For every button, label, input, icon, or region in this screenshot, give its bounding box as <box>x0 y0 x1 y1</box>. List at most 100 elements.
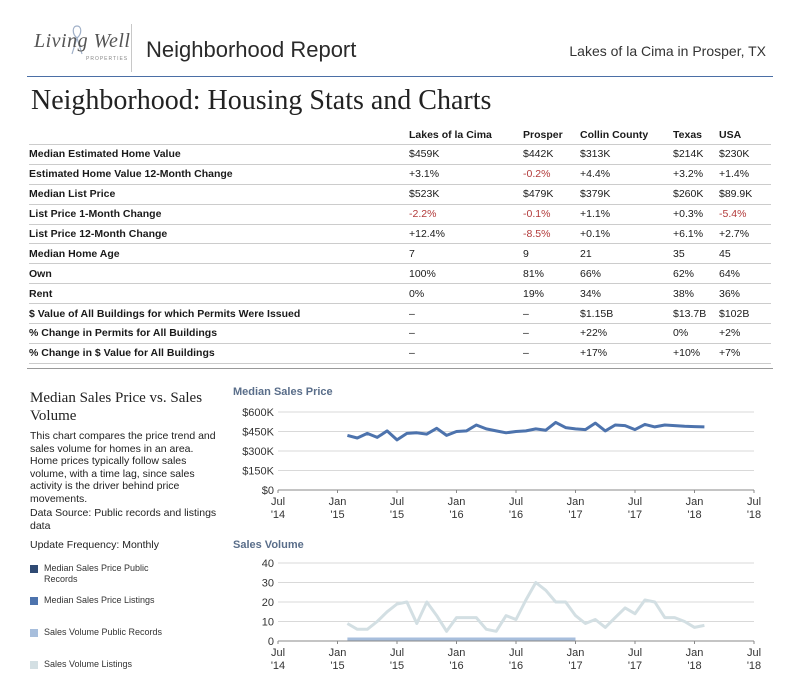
x-tick-label: '17 <box>628 509 642 521</box>
table-cell: -0.2% <box>523 163 580 185</box>
legend-item: Sales Volume Public Records <box>30 627 220 656</box>
row-label: $ Value of All Buildings for which Permi… <box>29 303 409 324</box>
table-cell: +0.1% <box>580 223 673 244</box>
column-header: USA <box>719 129 742 141</box>
table-cell: -0.1% <box>523 203 580 225</box>
section-title: Neighborhood: Housing Stats and Charts <box>31 85 492 116</box>
table-cell: 62% <box>673 263 719 284</box>
legend-label: Median Sales Price Listings <box>44 595 155 605</box>
row-label: List Price 12-Month Change <box>29 223 409 244</box>
table-cell: 66% <box>580 263 673 284</box>
table-row: Own 100% 81% 66% 62% 64% <box>29 263 771 284</box>
y-tick-label: $0 <box>262 485 274 497</box>
table-row: $ Value of All Buildings for which Permi… <box>29 303 771 324</box>
x-tick-label: Jul <box>747 647 761 659</box>
column-header: Prosper <box>523 129 563 141</box>
table-cell: +4.4% <box>580 163 673 185</box>
x-tick-label: Jan <box>448 647 466 659</box>
table-cell: 81% <box>523 263 580 284</box>
x-tick-label: Jan <box>567 647 585 659</box>
legend-swatch <box>30 661 38 669</box>
logo-text: Living Well <box>34 30 131 52</box>
table-cell: +7% <box>719 342 771 364</box>
x-tick-label: Jan <box>329 647 347 659</box>
x-tick-label: Jan <box>686 496 704 508</box>
row-label: Median Estimated Home Value <box>29 144 409 165</box>
x-tick-label: '14 <box>271 660 285 672</box>
x-tick-label: Jul <box>509 647 523 659</box>
row-label: Median List Price <box>29 183 409 205</box>
x-tick-label: '17 <box>628 660 642 672</box>
row-label: Estimated Home Value 12-Month Change <box>29 163 409 185</box>
table-cell: -8.5% <box>523 223 580 244</box>
x-tick-label: '15 <box>330 509 344 521</box>
y-tick-label: $600K <box>242 407 274 419</box>
row-label: Median Home Age <box>29 243 409 264</box>
legend-swatch <box>30 565 38 573</box>
legend-label: Sales Volume Public Records <box>44 627 163 637</box>
row-label: List Price 1-Month Change <box>29 203 409 225</box>
price-chart-title: Median Sales Price <box>233 386 333 398</box>
table-cell: $459K <box>409 144 523 165</box>
row-label: Rent <box>29 283 409 304</box>
table-cell: $479K <box>523 183 580 205</box>
x-tick-label: Jul <box>271 647 285 659</box>
x-tick-label: Jul <box>390 647 404 659</box>
y-tick-label: $450K <box>242 427 274 439</box>
x-tick-label: '15 <box>330 660 344 672</box>
legend-item: Median Sales Price Public Records <box>30 563 220 592</box>
report-header: Living Well PROPERTIES Neighborhood Repo… <box>0 0 800 76</box>
chart-heading: Median Sales Price vs. Sales Volume <box>30 390 203 424</box>
x-tick-label: '18 <box>747 660 761 672</box>
table-cell: +3.2% <box>673 163 719 185</box>
table-cell: 34% <box>580 283 673 304</box>
row-label: % Change in $ Value for All Buildings <box>29 342 409 364</box>
table-row: Median Home Age 7 9 21 35 45 <box>29 243 771 264</box>
table-cell: 38% <box>673 283 719 304</box>
y-tick-label: 30 <box>262 578 274 590</box>
x-tick-label: '16 <box>509 660 523 672</box>
table-row: Median Estimated Home Value $459K $442K $31… <box>29 144 771 165</box>
table-row: List Price 12-Month Change +12.4% -8.5% +0.… <box>29 223 771 244</box>
table-cell: +10% <box>673 342 719 364</box>
legend-label: Median Sales Price Public Records <box>44 563 149 584</box>
table-cell: +0.3% <box>673 203 719 225</box>
x-tick-label: '18 <box>687 660 701 672</box>
table-cell: +3.1% <box>409 163 523 185</box>
table-cell: 35 <box>673 243 719 264</box>
table-cell: 19% <box>523 283 580 304</box>
x-tick-label: '15 <box>390 660 404 672</box>
x-tick-label: Jul <box>271 496 285 508</box>
x-tick-label: '16 <box>449 660 463 672</box>
y-tick-label: 0 <box>268 636 274 648</box>
table-cell: -5.4% <box>719 203 771 225</box>
table-cell: 9 <box>523 243 580 264</box>
table-cell: $313K <box>580 144 673 165</box>
table-cell: $523K <box>409 183 523 205</box>
x-tick-label: '17 <box>568 660 582 672</box>
y-tick-label: 20 <box>262 597 274 609</box>
table-cell: $13.7B <box>673 303 719 324</box>
table-cell: +22% <box>580 323 673 344</box>
x-tick-label: '17 <box>568 509 582 521</box>
y-tick-label: $150K <box>242 466 274 478</box>
x-tick-label: Jul <box>628 647 642 659</box>
x-tick-label: Jan <box>329 496 347 508</box>
housing-stats-table: Lakes of la Cima Prosper Collin County T… <box>29 126 771 364</box>
legend-item: Median Sales Price Listings <box>30 595 220 624</box>
row-label: Own <box>29 263 409 284</box>
series-line <box>346 581 705 633</box>
table-cell: $89.9K <box>719 183 771 205</box>
column-header: Lakes of la Cima <box>409 129 492 141</box>
column-header: Collin County <box>580 129 649 141</box>
table-cell: +12.4% <box>409 223 523 244</box>
table-cell: 36% <box>719 283 771 304</box>
table-cell: $230K <box>719 144 771 165</box>
table-cell: $260K <box>673 183 719 205</box>
table-cell: +6.1% <box>673 223 719 244</box>
y-tick-label: $300K <box>242 446 274 458</box>
x-tick-label: Jul <box>509 496 523 508</box>
table-row: % Change in Permits for All Buildings – – +… <box>29 323 771 344</box>
legend-label: Sales Volume Listings <box>44 659 133 669</box>
table-cell: -2.2% <box>409 203 523 225</box>
